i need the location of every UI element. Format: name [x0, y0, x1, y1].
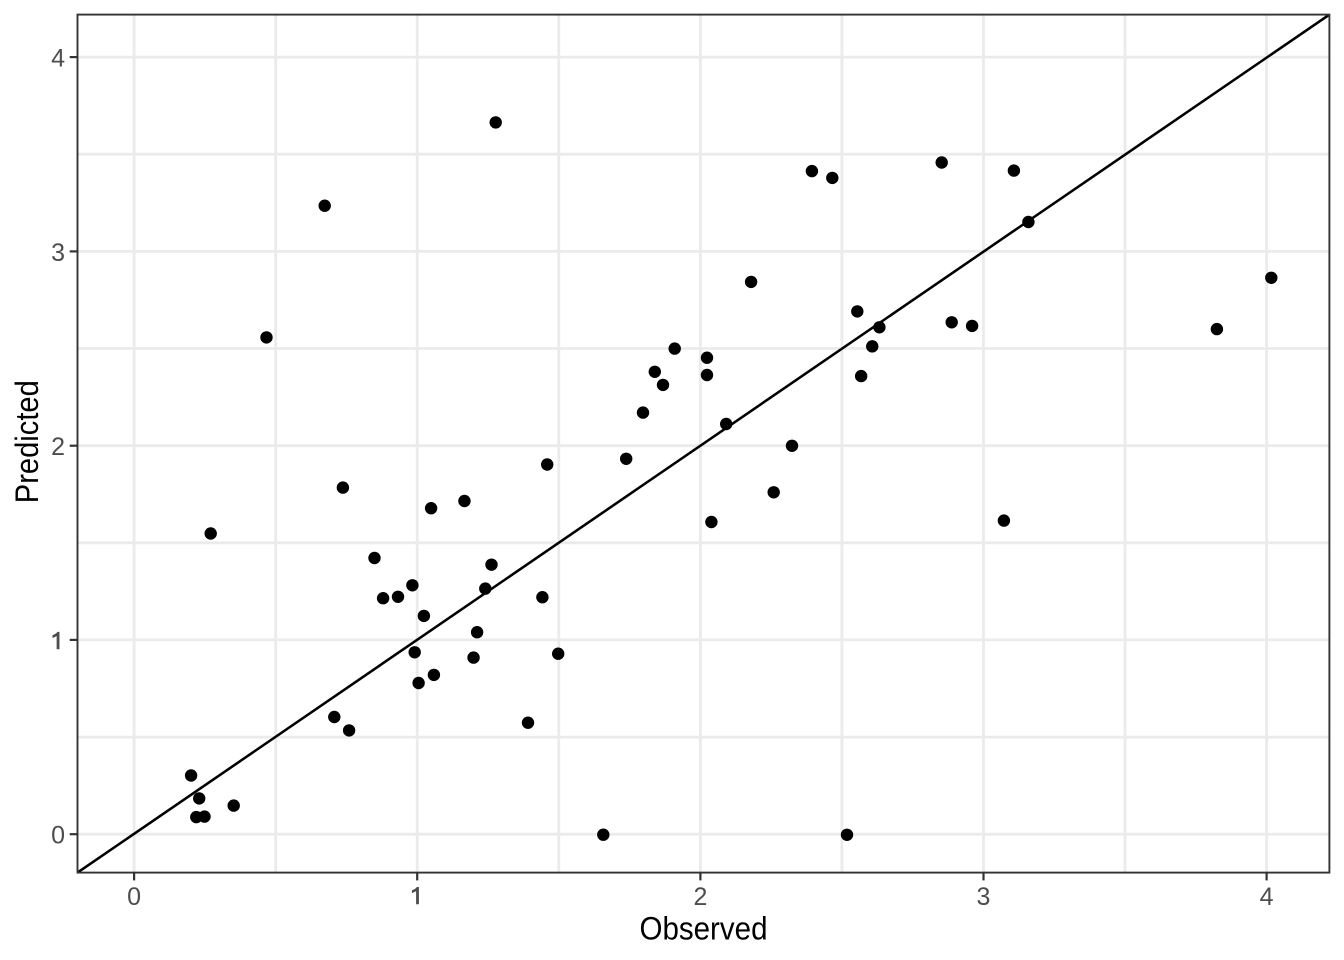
svg-text:3: 3: [977, 883, 991, 911]
svg-text:3: 3: [51, 239, 65, 267]
svg-text:4: 4: [51, 45, 65, 73]
svg-text:0: 0: [51, 822, 65, 850]
svg-text:Observed: Observed: [640, 910, 768, 946]
svg-text:2: 2: [51, 433, 65, 461]
svg-text:0: 0: [127, 883, 141, 911]
svg-text:2: 2: [693, 883, 707, 911]
svg-text:4: 4: [1260, 883, 1274, 911]
svg-text:Predicted: Predicted: [9, 380, 45, 503]
